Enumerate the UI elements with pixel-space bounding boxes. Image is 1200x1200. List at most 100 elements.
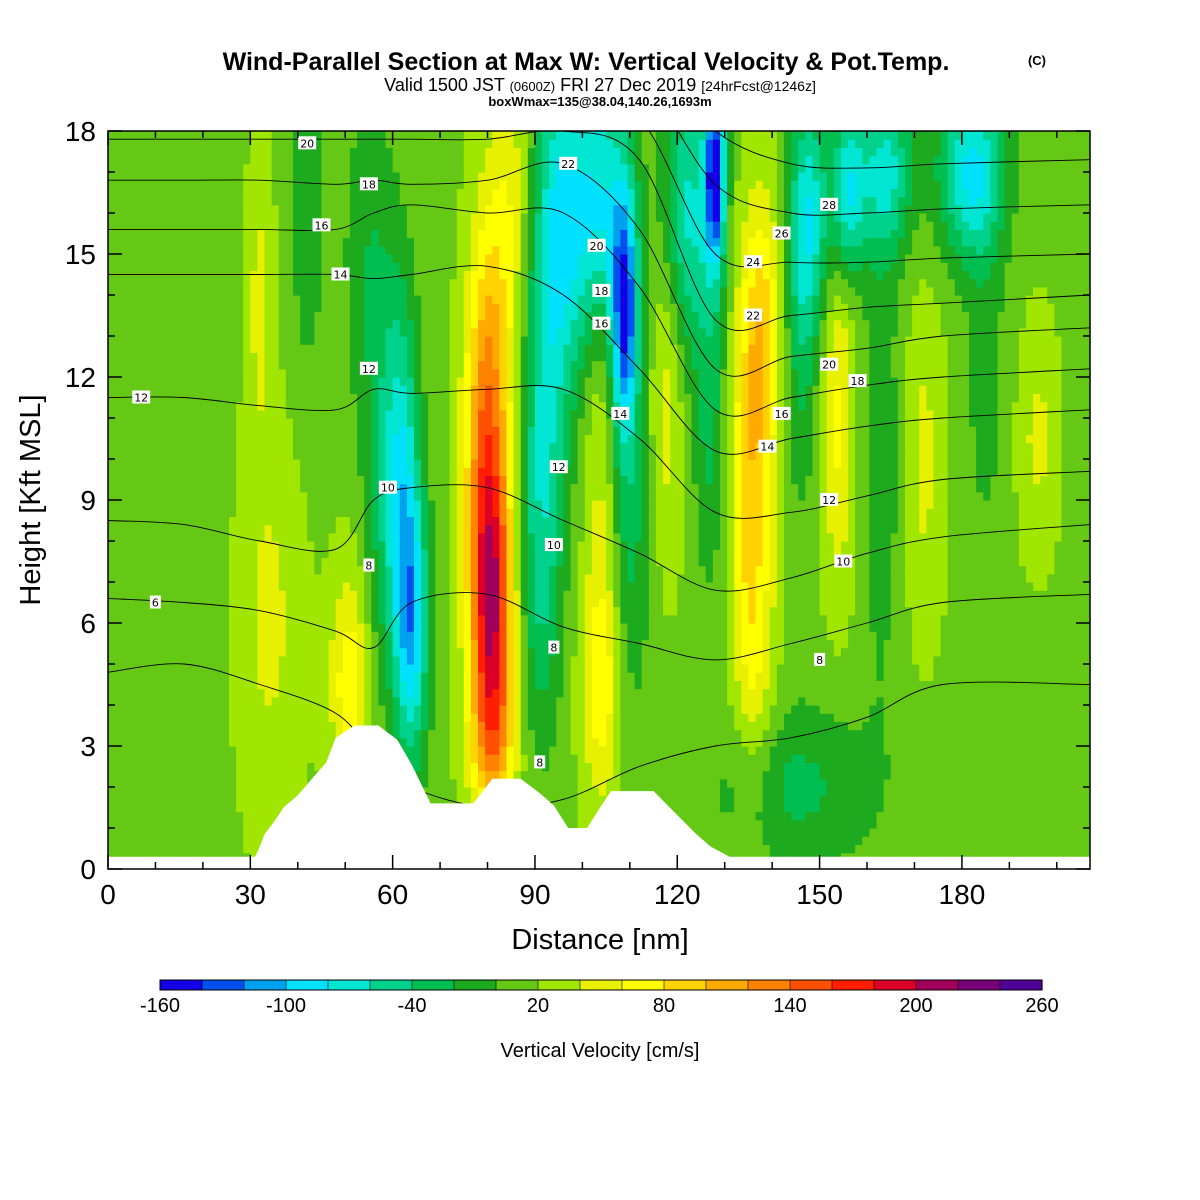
velocity-cell xyxy=(157,754,166,763)
velocity-cell xyxy=(435,442,444,452)
velocity-cell xyxy=(157,319,166,329)
velocity-cell xyxy=(499,655,508,665)
velocity-cell xyxy=(463,631,472,640)
velocity-cell xyxy=(136,803,145,813)
velocity-cell xyxy=(164,163,173,173)
velocity-cell xyxy=(485,573,493,583)
velocity-cell xyxy=(236,557,244,567)
velocity-cell xyxy=(228,713,237,722)
velocity-cell xyxy=(307,311,315,321)
velocity-cell xyxy=(385,327,394,337)
velocity-cell xyxy=(264,409,273,419)
velocity-cell xyxy=(115,196,123,206)
velocity-cell xyxy=(115,508,123,517)
velocity-cell xyxy=(157,828,166,837)
velocity-cell xyxy=(406,303,415,312)
velocity-cell xyxy=(243,705,251,714)
velocity-cell xyxy=(115,147,123,157)
velocity-cell xyxy=(264,647,273,657)
velocity-cell xyxy=(478,393,486,403)
velocity-cell xyxy=(406,139,415,148)
velocity-cell xyxy=(115,598,123,608)
velocity-cell xyxy=(221,213,230,222)
velocity-cell xyxy=(463,762,472,772)
velocity-cell xyxy=(193,639,202,649)
velocity-cell xyxy=(221,172,230,181)
velocity-cell xyxy=(264,139,273,148)
velocity-cell xyxy=(364,459,372,468)
velocity-cell xyxy=(364,475,372,485)
velocity-cell xyxy=(228,754,237,763)
velocity-cell xyxy=(442,565,451,575)
velocity-cell xyxy=(143,237,152,247)
velocity-cell xyxy=(456,582,465,591)
velocity-cell xyxy=(307,606,315,616)
velocity-cell xyxy=(413,762,422,772)
velocity-cell xyxy=(271,245,280,255)
velocity-cell xyxy=(164,475,173,485)
velocity-cell xyxy=(150,828,159,837)
velocity-cell xyxy=(250,311,259,321)
velocity-cell xyxy=(122,278,130,288)
velocity-cell xyxy=(214,204,223,214)
velocity-cell xyxy=(264,491,273,501)
velocity-cell xyxy=(164,680,173,690)
velocity-cell xyxy=(385,172,394,181)
velocity-cell xyxy=(200,573,209,583)
velocity-cell xyxy=(357,401,365,411)
velocity-cell xyxy=(179,729,187,739)
velocity-cell xyxy=(257,705,266,714)
velocity-cell xyxy=(456,131,465,140)
velocity-cell xyxy=(228,155,237,165)
velocity-cell xyxy=(442,721,451,731)
velocity-cell xyxy=(243,409,251,419)
velocity-cell xyxy=(164,844,173,854)
velocity-cell xyxy=(164,418,173,427)
velocity-cell xyxy=(349,500,358,509)
velocity-cell xyxy=(150,278,159,288)
velocity-cell xyxy=(378,377,387,386)
velocity-cell xyxy=(328,475,337,485)
velocity-cell xyxy=(193,787,202,796)
velocity-cell xyxy=(264,385,273,394)
velocity-cell xyxy=(385,188,394,198)
velocity-cell xyxy=(421,459,429,468)
velocity-cell xyxy=(371,204,380,214)
velocity-cell xyxy=(207,180,216,189)
velocity-cell xyxy=(364,508,372,517)
velocity-cell xyxy=(293,147,301,157)
velocity-cell xyxy=(364,188,372,198)
velocity-cell xyxy=(243,180,251,189)
velocity-cell xyxy=(179,139,187,148)
velocity-cell xyxy=(314,688,323,698)
velocity-cell xyxy=(221,770,230,780)
velocity-cell xyxy=(150,557,159,567)
velocity-cell xyxy=(449,500,458,509)
velocity-cell xyxy=(271,598,280,608)
velocity-cell xyxy=(385,508,394,517)
velocity-cell xyxy=(257,541,266,550)
velocity-cell xyxy=(150,385,159,394)
velocity-cell xyxy=(413,278,422,288)
velocity-cell xyxy=(492,655,500,665)
velocity-cell xyxy=(406,262,415,271)
velocity-cell xyxy=(485,688,493,698)
velocity-cell xyxy=(300,385,308,394)
velocity-cell xyxy=(186,491,194,501)
velocity-cell xyxy=(421,565,429,575)
velocity-cell xyxy=(129,450,138,460)
velocity-cell xyxy=(349,327,358,337)
velocity-cell xyxy=(478,270,486,280)
velocity-cell xyxy=(278,721,287,731)
velocity-cell xyxy=(250,254,259,263)
velocity-cell xyxy=(314,639,323,649)
velocity-cell xyxy=(129,360,138,370)
velocity-cell xyxy=(406,295,415,304)
velocity-cell xyxy=(428,213,436,222)
plot-area: 2018161412121086222018161412108828262422… xyxy=(108,131,1090,869)
velocity-cell xyxy=(214,844,223,854)
velocity-cell xyxy=(371,705,380,714)
velocity-cell xyxy=(428,508,436,517)
velocity-cell xyxy=(200,401,209,411)
velocity-cell xyxy=(250,524,259,534)
